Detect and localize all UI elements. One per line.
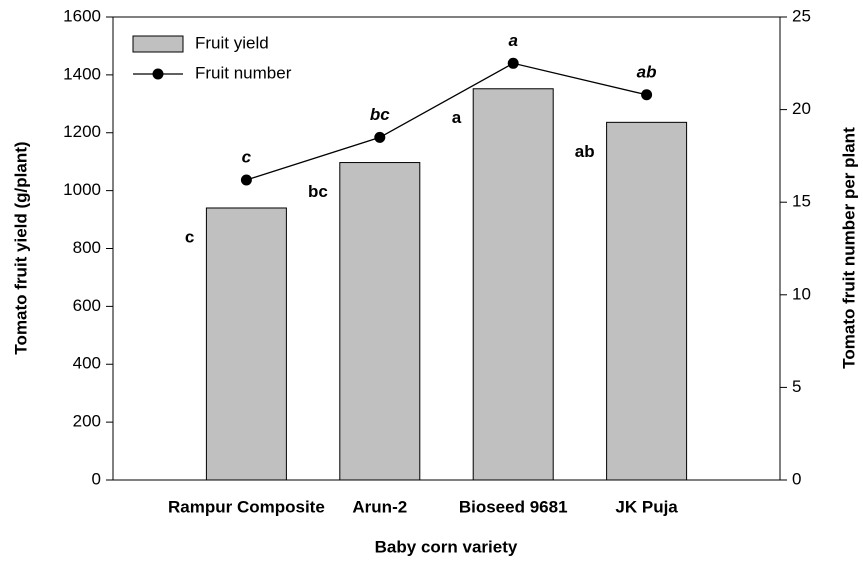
y2-tick-label: 0 [792,469,801,488]
y-tick-label: 1200 [63,122,101,141]
point [641,89,653,101]
legend-swatch [132,35,184,53]
point [374,131,386,143]
y-tick-label: 200 [73,412,101,431]
y-tick-label: 1600 [63,6,101,25]
y-tick-label: 600 [73,296,101,315]
line [246,62,647,181]
y2-tick-label: 20 [792,99,811,118]
x-tick-label: JK Puja [615,497,678,516]
y2-axis-label: Tomato fruit number per plant [839,127,858,369]
y-tick-label: 0 [92,469,101,488]
plot-frame [112,16,781,481]
y-tick-label: 1400 [63,64,101,83]
point-letter: bc [370,105,390,124]
point [507,57,519,69]
bar [472,88,554,481]
bar [606,121,688,481]
point-letter: ab [637,62,657,81]
y2-tick-label: 5 [792,377,801,396]
legend-label: Fruit number [195,63,292,82]
y-tick-label: 400 [73,354,101,373]
bar [339,162,421,481]
bar-letter: c [185,227,194,246]
legend-marker [152,68,164,80]
y2-tick-label: 10 [792,284,811,303]
bar-letter: bc [308,182,328,201]
y2-tick-label: 25 [792,6,811,25]
x-axis-label: Baby corn variety [375,537,518,556]
point-letter: c [242,147,252,166]
y-axis-label: Tomato fruit yield (g/plant) [11,141,30,354]
bar [205,207,287,481]
x-tick-label: Rampur Composite [168,497,325,516]
y-tick-label: 1000 [63,180,101,199]
bar-letter: a [452,108,462,127]
point-letter: a [508,31,517,50]
legend-label: Fruit yield [195,33,269,52]
x-tick-label: Bioseed 9681 [459,497,568,516]
x-tick-label: Arun-2 [352,497,407,516]
y-tick-label: 800 [73,238,101,257]
y2-tick-label: 15 [792,192,811,211]
bar-letter: ab [575,142,595,161]
point [240,174,252,186]
